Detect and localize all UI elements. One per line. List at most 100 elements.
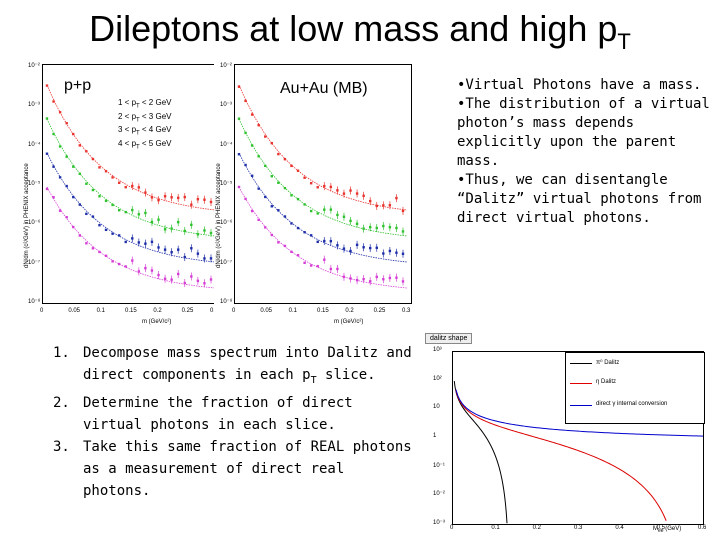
dalitz-y-tick-6: 10⁻³ xyxy=(433,520,445,526)
pp-band-4-point-11 xyxy=(117,262,121,266)
auau-band-2-point-5 xyxy=(270,175,273,178)
pp-band-3-point-5 xyxy=(78,203,81,206)
pp-band-2-point-7 xyxy=(91,188,95,192)
auau-band-3-point-3 xyxy=(257,187,260,190)
pp-band-1-point-1 xyxy=(52,100,55,103)
pp-band-2-curve xyxy=(46,118,216,237)
step-3: 3. Take this same fraction of REAL photon… xyxy=(53,438,412,499)
slide-title: Dileptons at low mass and high pT xyxy=(89,8,631,55)
auau-y-tick-6: 10⁻⁸ xyxy=(220,299,233,305)
auau-x-tick-6: 0.3 xyxy=(402,308,411,314)
pp-y-tick-5: 10⁻⁷ xyxy=(28,259,41,266)
direct-gamma-curve xyxy=(455,389,704,437)
pp-x-tick-4: 0.2 xyxy=(153,308,162,314)
note-2: •The distribution of a virtual photon’s … xyxy=(457,96,710,169)
dalitz-shape-plot: dalitz shape π⁰ Dalitz η Dalitz direct γ… xyxy=(425,333,707,538)
auau-band-1-point-4 xyxy=(264,135,267,138)
auau-band-4-point-8 xyxy=(290,250,293,254)
pp-band-4-point-8 xyxy=(98,250,101,254)
pp-band-3-point-12 xyxy=(124,240,127,244)
auau-x-tick-3: 0.15 xyxy=(317,308,329,314)
pp-band-4-point-9 xyxy=(104,254,108,257)
dalitz-x-tick-4: 0.4 xyxy=(615,525,624,531)
method-steps: 1. Decompose mass spectrum into Dalitz an… xyxy=(53,342,413,502)
auau-band-3-curve xyxy=(238,152,408,263)
auau-band-3-point-1 xyxy=(244,163,247,167)
auau-band-1-point-2 xyxy=(250,113,254,116)
auau-band-2-point-6 xyxy=(277,181,280,184)
pp-band-2-point-8 xyxy=(98,195,101,198)
pp-x-tick-0: 0 xyxy=(40,308,44,314)
auau-band-4-point-5 xyxy=(270,233,273,237)
pp-band-3-point-11 xyxy=(117,234,121,237)
auau-band-4-point-0 xyxy=(237,185,241,189)
pp-plot-svg xyxy=(45,84,216,289)
dalitz-y-tick-4: 10⁻¹ xyxy=(433,462,445,469)
pp-band-2-point-4 xyxy=(72,165,75,168)
dalitz-shape-tab[interactable]: dalitz shape xyxy=(425,333,473,344)
legend-direct-gamma: direct γ internal conversion xyxy=(596,401,668,407)
pp-band-3-point-7 xyxy=(91,215,95,218)
auau-x-tick-4: 0.2 xyxy=(345,308,354,314)
pp-band-3-point-10 xyxy=(111,232,114,235)
auau-band-1-curve xyxy=(238,84,408,211)
step-2: 2. Determine the fraction of direct virtu… xyxy=(53,394,353,433)
pt-bin-legend: 1 < pT < 2 GeV 2 < pT < 3 GeV 3 < pT < 4… xyxy=(118,98,171,152)
dalitz-x-axis-label: Mee (GeV) xyxy=(653,526,682,535)
pp-band-1-curve xyxy=(46,84,216,211)
auau-band-4-point-1 xyxy=(244,197,247,201)
auau-y-tick-0: 10⁻² xyxy=(220,63,232,69)
auau-band-4-point-12 xyxy=(316,264,319,268)
auau-band-3-point-8 xyxy=(290,222,293,225)
dalitz-plot-area: π⁰ Dalitz η Dalitz direct γ internal con… xyxy=(452,351,705,525)
auau-y-tick-2: 10⁻⁴ xyxy=(220,141,233,148)
auau-band-2-point-9 xyxy=(296,197,300,201)
pp-band-4-point-12 xyxy=(124,265,127,268)
auau-band-3-point-7 xyxy=(283,215,287,218)
auau-band-1-point-3 xyxy=(257,124,260,127)
pp-band-2-point-10 xyxy=(111,203,114,207)
auau-band-3-point-2 xyxy=(250,174,254,177)
pt-bin-3: 3 < pT < 4 GeV xyxy=(118,125,172,137)
auau-band-3-point-6 xyxy=(277,209,280,212)
eta-dalitz-curve xyxy=(455,389,667,521)
step-1: 1. Decompose mass spectrum into Dalitz an… xyxy=(53,345,412,386)
pt-bin-4: 4 < pT < 5 GeV xyxy=(118,138,172,151)
auau-band-1-point-8 xyxy=(290,164,293,168)
pp-y-tick-3: 10⁻⁵ xyxy=(28,181,41,187)
pp-y-tick-2: 10⁻⁴ xyxy=(28,141,41,148)
virtual-photon-notes: •Virtual Photons have a mass. •The distr… xyxy=(457,76,712,228)
auau-band-2-point-2 xyxy=(250,144,254,147)
pp-y-axis-label: dN/dm (c²/GeV) in PHENIX acceptance xyxy=(24,163,30,268)
pp-band-2-point-12 xyxy=(124,210,127,214)
pp-label: p+p xyxy=(64,77,92,94)
pp-band-4-point-1 xyxy=(52,196,55,199)
pp-band-4-point-0 xyxy=(45,187,49,191)
auau-band-1-point-9 xyxy=(296,169,300,172)
pp-band-1-point-5 xyxy=(78,144,81,147)
dalitz-x-tick-3: 0.3 xyxy=(574,525,583,531)
auau-band-2-point-0 xyxy=(237,117,241,120)
auau-band-3-point-5 xyxy=(270,205,273,208)
dalitz-x-tick-0: 0 xyxy=(450,525,454,531)
pp-band-4-point-3 xyxy=(65,215,68,219)
auau-y-tick-1: 10⁻³ xyxy=(220,102,232,109)
auau-band-4-point-6 xyxy=(277,241,280,244)
note-1: •Virtual Photons have a mass. xyxy=(457,77,702,93)
dalitz-y-tick-2: 10 xyxy=(433,404,440,411)
pp-x-tick-5: 0.25 xyxy=(181,308,194,314)
pp-band-2-point-5 xyxy=(78,172,81,175)
auau-band-1-point-11 xyxy=(309,182,313,185)
auau-band-4-point-3 xyxy=(257,218,260,222)
pp-spectrum-panel: dN/dm (c²/GeV) in PHENIX acceptance 10⁻²… xyxy=(22,58,220,330)
pp-band-3-point-1 xyxy=(52,165,55,168)
dalitz-y-tick-3: 1 xyxy=(433,433,437,439)
dalitz-x-tick-5: 0.5 xyxy=(656,525,665,531)
pp-x-axis-label: m (GeV/c²) xyxy=(142,319,172,325)
legend-eta-dalitz: η Dalitz xyxy=(596,379,617,385)
pp-y-tick-0: 10⁻² xyxy=(28,63,40,69)
auau-band-3-point-0 xyxy=(237,153,241,156)
auau-band-4-point-10 xyxy=(303,261,306,265)
dalitz-x-tick-1: 0.1 xyxy=(491,525,500,531)
auau-x-tick-5: 0.25 xyxy=(373,308,386,314)
